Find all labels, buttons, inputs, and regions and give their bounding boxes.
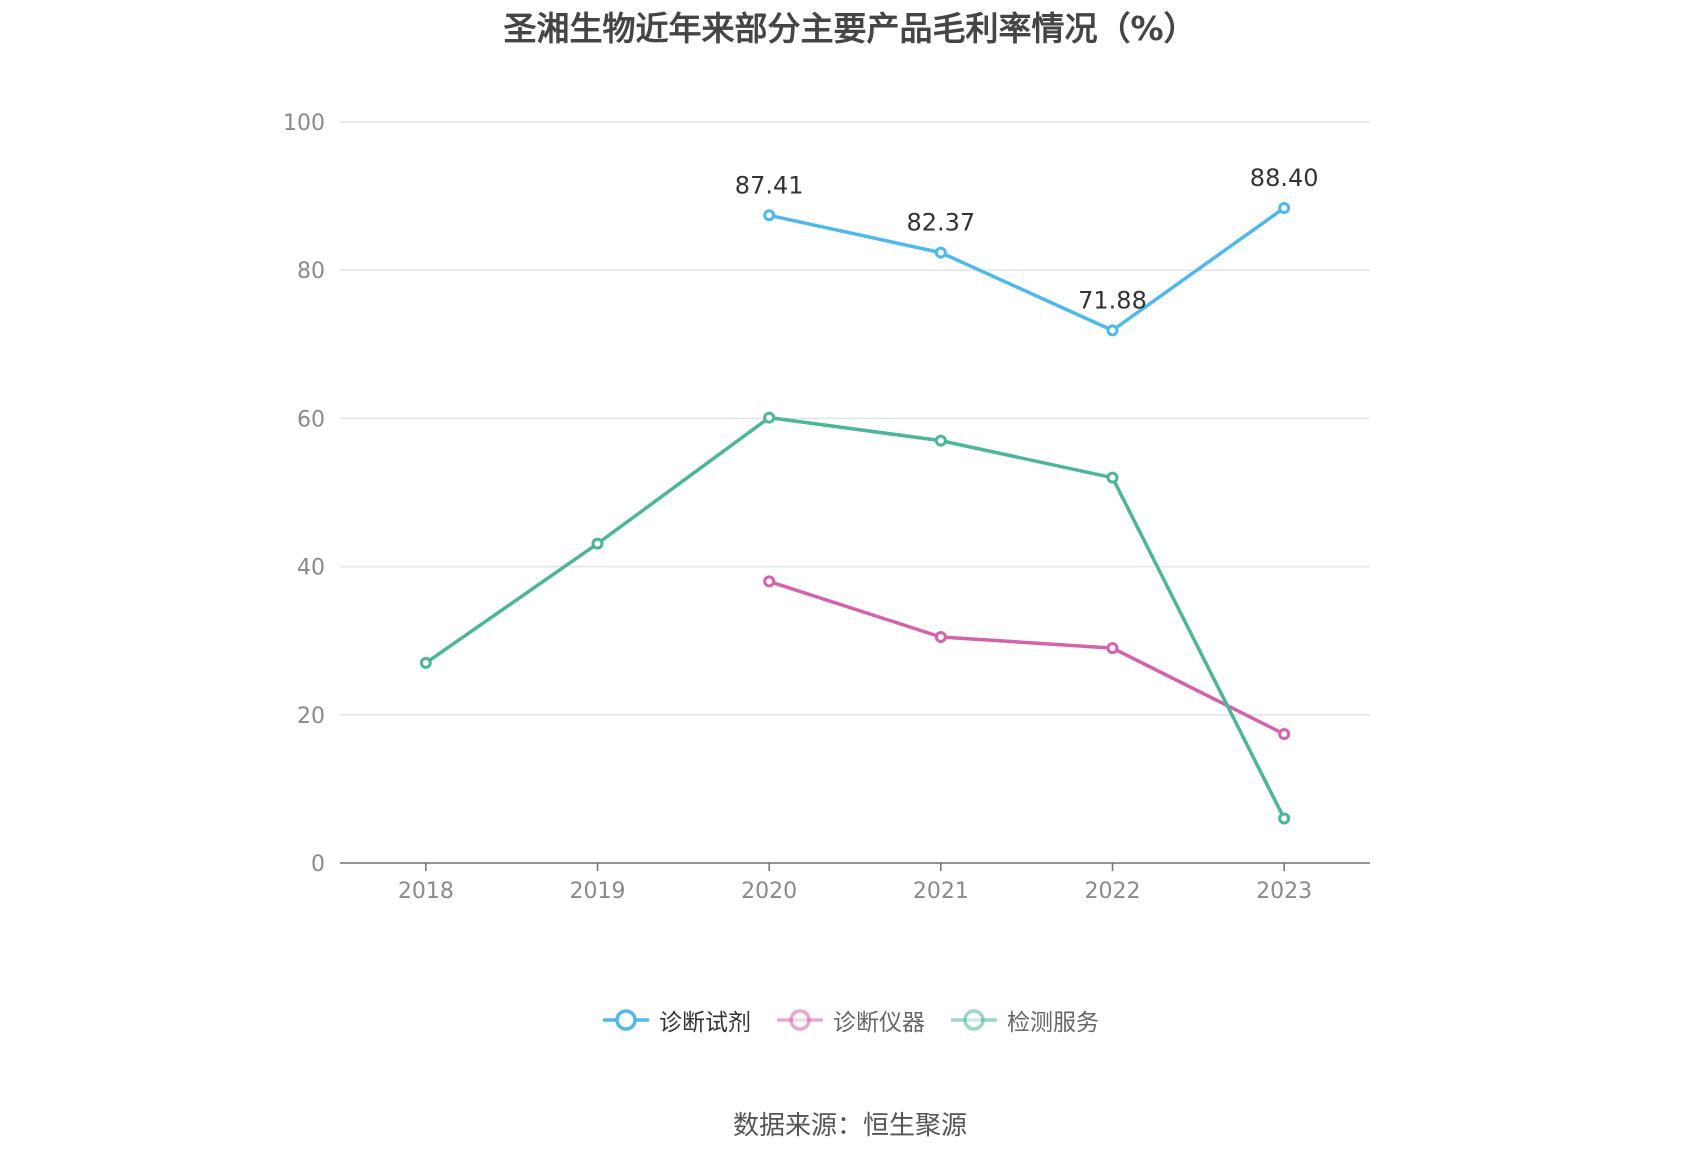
y-tick-label: 20 [297, 704, 325, 729]
data-source: 数据来源：恒生聚源 [732, 1111, 967, 1141]
legend: 诊断试剂 诊断仪器 检测服务 [0, 1003, 1700, 1037]
series-line [768, 579, 1285, 736]
grid-lines [340, 121, 1370, 716]
data-label: 71.88 [1078, 286, 1147, 314]
y-tick-label: 0 [311, 852, 325, 877]
y-tick-label: 80 [297, 259, 325, 284]
x-tick-label: 2023 [1256, 879, 1312, 904]
legend-label: 诊断仪器 [833, 1010, 925, 1036]
series-2 [763, 575, 1291, 741]
chart-title: 圣湘生物近年来部分主要产品毛利率情况（%） [503, 9, 1197, 48]
x-axis [340, 862, 1370, 871]
x-tick-label: 2020 [741, 879, 797, 904]
data-point [591, 537, 604, 550]
x-tick-label: 2022 [1085, 879, 1141, 904]
data-point [934, 630, 947, 643]
data-point [419, 656, 432, 669]
data-label: 82.37 [906, 209, 975, 237]
data-point [1278, 728, 1291, 741]
y-tick-label: 60 [297, 407, 325, 432]
series-1 [763, 201, 1291, 337]
series-lines [419, 201, 1291, 825]
series-line [424, 415, 1286, 820]
legend-label: 诊断试剂 [659, 1010, 751, 1036]
legend-circle [789, 1009, 811, 1031]
legend-marker-icon [951, 1009, 997, 1031]
data-point [934, 246, 947, 259]
series-3 [419, 411, 1291, 825]
y-tick-label: 100 [283, 111, 325, 136]
data-label: 87.41 [735, 171, 804, 199]
data-point [763, 411, 776, 424]
data-point [1106, 642, 1119, 655]
data-point [1278, 201, 1291, 214]
x-tick-label: 2019 [570, 879, 626, 904]
y-axis-ticks: 0 20 40 60 80 100 [283, 111, 325, 877]
legend-label: 检测服务 [1007, 1010, 1099, 1036]
data-point [763, 209, 776, 222]
legend-marker-icon [603, 1009, 649, 1031]
legend-item[interactable]: 诊断试剂 [601, 1003, 751, 1037]
legend-circle [615, 1009, 637, 1031]
data-point [1106, 324, 1119, 337]
legend-circle [963, 1009, 985, 1031]
legend-marker-icon [777, 1009, 823, 1031]
data-label: 88.40 [1250, 164, 1319, 192]
series-line [768, 206, 1286, 333]
x-tick-label: 2021 [913, 879, 969, 904]
data-point [1106, 471, 1119, 484]
data-point [763, 575, 776, 588]
legend-item[interactable]: 诊断仪器 [775, 1003, 925, 1037]
data-point [1278, 812, 1291, 825]
y-tick-label: 40 [297, 556, 325, 581]
legend-item[interactable]: 检测服务 [949, 1003, 1099, 1037]
data-labels: 87.41 82.37 71.88 88.40 [735, 164, 1319, 314]
x-tick-label: 2018 [398, 879, 454, 904]
data-point [934, 434, 947, 447]
x-axis-ticks: 2018 2019 2020 2021 2022 2023 [398, 879, 1312, 904]
